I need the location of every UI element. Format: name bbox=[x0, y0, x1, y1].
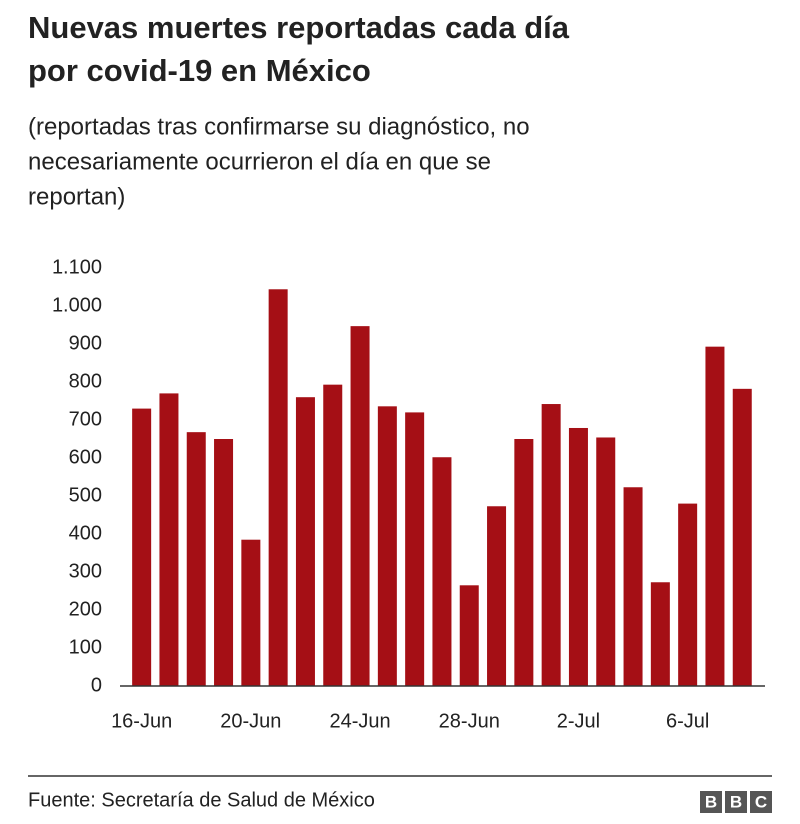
y-tick-label: 800 bbox=[69, 370, 102, 392]
y-tick-label: 500 bbox=[69, 484, 102, 506]
bar bbox=[268, 289, 288, 686]
logo-letter: C bbox=[755, 792, 767, 811]
logo-letter: B bbox=[730, 792, 742, 811]
bar bbox=[623, 487, 643, 686]
bar bbox=[323, 384, 343, 686]
y-tick-label: 900 bbox=[69, 332, 102, 354]
bar bbox=[650, 582, 670, 686]
x-tick-label: 20-Jun bbox=[220, 710, 281, 732]
bar bbox=[514, 439, 534, 686]
bar bbox=[732, 388, 752, 686]
x-tick-label: 16-Jun bbox=[111, 710, 172, 732]
bar bbox=[459, 585, 479, 686]
bar bbox=[432, 457, 452, 686]
bar bbox=[377, 406, 397, 686]
bar bbox=[241, 539, 261, 686]
bar bbox=[214, 439, 234, 686]
y-tick-label: 300 bbox=[69, 560, 102, 582]
source: Fuente: Secretaría de Salud de México bbox=[28, 789, 375, 811]
bar bbox=[541, 404, 561, 686]
bar bbox=[405, 412, 425, 686]
y-tick-label: 100 bbox=[69, 636, 102, 658]
bar bbox=[596, 437, 616, 686]
bar bbox=[678, 503, 698, 686]
bar bbox=[487, 506, 507, 686]
x-tick-label: 24-Jun bbox=[329, 710, 390, 732]
y-tick-label: 200 bbox=[69, 598, 102, 620]
chart-subtitle: reportan) bbox=[28, 183, 125, 210]
y-tick-label: 400 bbox=[69, 522, 102, 544]
logo-letter: B bbox=[705, 792, 717, 811]
y-tick-label: 1.000 bbox=[52, 294, 102, 316]
logo bbox=[700, 791, 772, 813]
chart-subtitle: necesariamente ocurrieron el día en que … bbox=[28, 148, 491, 175]
bar bbox=[350, 326, 370, 686]
bar bbox=[705, 346, 725, 686]
bar bbox=[159, 393, 179, 686]
y-tick-label: 600 bbox=[69, 446, 102, 468]
bar bbox=[295, 397, 315, 686]
y-tick-label: 0 bbox=[91, 674, 102, 696]
bar bbox=[568, 427, 588, 686]
bar bbox=[132, 408, 152, 686]
y-tick-label: 1.100 bbox=[52, 256, 102, 278]
bar bbox=[186, 432, 206, 686]
x-tick-label: 2-Jul bbox=[557, 710, 600, 732]
y-tick-label: 700 bbox=[69, 408, 102, 430]
x-tick-label: 6-Jul bbox=[666, 710, 709, 732]
chart-title: por covid-19 en México bbox=[28, 53, 371, 88]
chart-subtitle: (reportadas tras confirmarse su diagnóst… bbox=[28, 113, 530, 140]
x-tick-label: 28-Jun bbox=[439, 710, 500, 732]
chart-title: Nuevas muertes reportadas cada día bbox=[28, 10, 570, 45]
